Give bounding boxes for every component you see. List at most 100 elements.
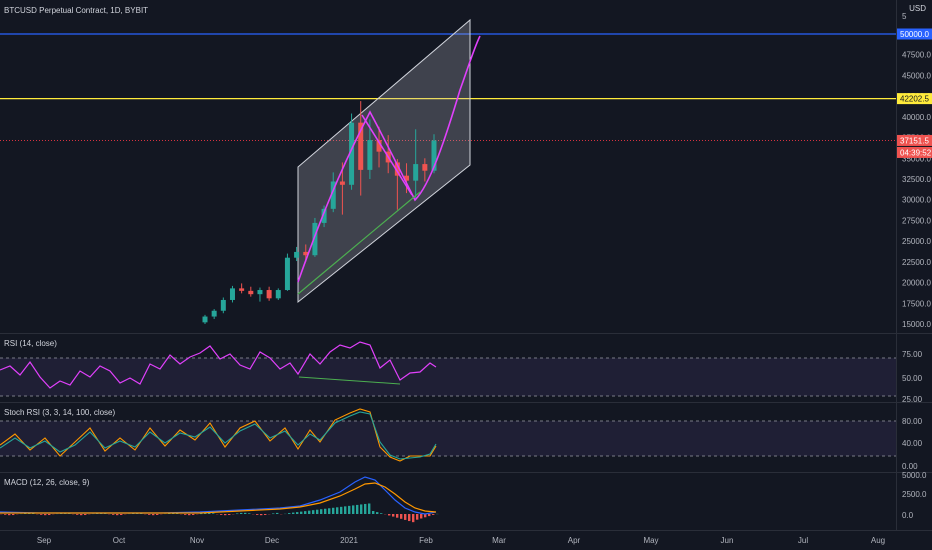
macd-bar [248, 513, 251, 514]
macd-bar [140, 513, 143, 514]
signal-line [0, 482, 437, 514]
time-tick: Oct [113, 536, 126, 545]
rsi-band [0, 358, 896, 396]
rsi-title: RSI (14, close) [4, 339, 57, 348]
candle-body [376, 140, 382, 152]
time-axis[interactable]: Sep Oct Nov Dec 2021 Feb Mar Apr May Jun Jul Aug [37, 536, 885, 545]
candle-body [266, 290, 272, 299]
price-tick: 27500.0 [902, 216, 931, 225]
macd-bar [268, 514, 271, 515]
macd-bar [72, 514, 75, 515]
macd-bar [260, 514, 263, 516]
svg-text:04:39:52: 04:39:52 [900, 148, 932, 157]
macd-bar [16, 514, 19, 515]
magenta-curve[interactable] [297, 35, 481, 283]
macd-bar [80, 514, 83, 516]
candle-body [239, 288, 245, 291]
macd-bar [192, 514, 195, 515]
candle-body [367, 140, 373, 170]
time-tick: Feb [419, 536, 433, 545]
macd-bar [344, 506, 347, 514]
macd-bar [152, 514, 155, 516]
macd-bar [416, 514, 419, 520]
price-tick: 15000.0 [902, 320, 931, 329]
price-tick: 20000.0 [902, 279, 931, 288]
macd-bar [388, 514, 391, 516]
candle-body [413, 164, 419, 181]
candle-body [284, 257, 290, 291]
macd-bar [88, 514, 91, 515]
candle-body [404, 175, 410, 181]
macd-bar [336, 507, 339, 514]
price-tick: 35000.0 [902, 154, 931, 163]
macd-bar [84, 514, 87, 516]
macd-bar [392, 514, 395, 517]
macd-bar [220, 514, 223, 515]
price-axis[interactable]: 47500.045000.042500.040000.037500.035000… [902, 51, 931, 329]
time-tick: Aug [871, 536, 885, 545]
macd-bar [0, 514, 3, 515]
candle-body [294, 251, 300, 258]
macd-bar [112, 514, 115, 515]
macd-bar [124, 514, 127, 515]
macd-bar [236, 513, 239, 515]
rsi-tick-50: 50.00 [902, 374, 923, 383]
time-tick: Sep [37, 536, 52, 545]
macd-bar [420, 514, 423, 519]
macd-bar [320, 509, 323, 514]
macd-bar [256, 514, 259, 515]
time-tick: 2021 [340, 536, 358, 545]
macd-bar [284, 513, 287, 515]
price-tick: 32500.0 [902, 175, 931, 184]
candle-body [394, 162, 400, 176]
time-tick: Mar [492, 536, 506, 545]
macd-bar [276, 512, 279, 514]
macd-bar [292, 512, 295, 514]
macd-bar [200, 513, 203, 515]
macd-bar [212, 513, 215, 514]
currency-label[interactable]: USD [909, 4, 926, 13]
parallel-channel[interactable] [297, 18, 471, 304]
stoch-d-line [0, 411, 437, 460]
macd-bar [188, 514, 191, 516]
price-tick: 47500.0 [902, 51, 931, 60]
candle-body [229, 288, 235, 300]
price-tick: 22500.0 [902, 258, 931, 267]
price-tick: 40000.0 [902, 113, 931, 122]
macd-tick-5000: 5000.0 [902, 471, 927, 480]
candle-body [330, 181, 336, 209]
price-tick: 25000.0 [902, 237, 931, 246]
chart-title: BTCUSD Perpetual Contract, 1D, BYBIT [4, 6, 149, 15]
macd-bar [376, 512, 379, 514]
macd-bar [156, 514, 159, 515]
time-tick: Apr [568, 536, 581, 545]
macd-bar [352, 505, 355, 514]
macd-bar [360, 504, 363, 514]
macd-bar [92, 513, 95, 515]
green-trendline[interactable] [297, 191, 421, 295]
macd-bar [316, 509, 319, 514]
macd-bar [304, 511, 307, 514]
magenta-trendline[interactable] [361, 114, 413, 196]
candle-body [422, 164, 428, 171]
macd-bar [404, 514, 407, 520]
macd-bar [264, 514, 267, 515]
rsi-divergence-line[interactable] [298, 376, 401, 385]
macd-bar [8, 514, 11, 516]
pane-separators [0, 0, 932, 531]
macd-bar [52, 514, 55, 515]
candle-body [275, 290, 281, 299]
macd-bar [356, 504, 359, 514]
rsi-line [0, 341, 437, 389]
macd-bar [324, 508, 327, 514]
macd-bar [288, 513, 291, 514]
svg-text:37151.5: 37151.5 [900, 136, 929, 145]
macd-bar [148, 514, 151, 515]
candle-body [303, 251, 309, 256]
macd-bar [340, 506, 343, 514]
candle-body [202, 316, 208, 323]
macd-bar [240, 512, 243, 514]
price-tick: 45000.0 [902, 71, 931, 80]
price-tick: 17500.0 [902, 299, 931, 308]
